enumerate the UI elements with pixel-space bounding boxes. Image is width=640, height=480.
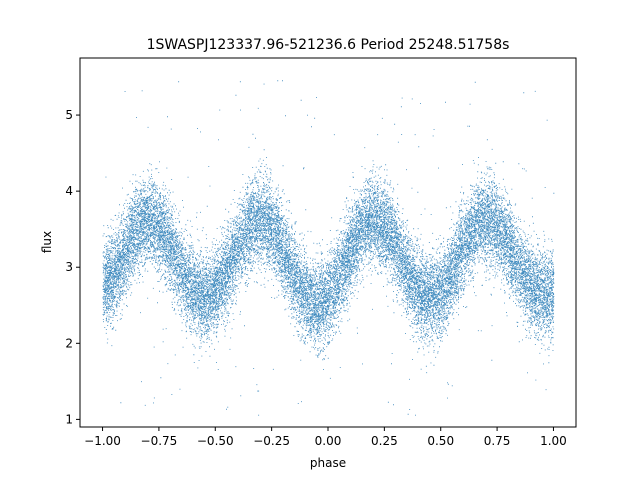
y-axis-label: flux (40, 231, 54, 253)
flux-points (102, 80, 555, 416)
x-tick-label: 0.75 (484, 434, 511, 448)
y-tick-label: 1 (65, 412, 73, 426)
x-tick-label: 0.25 (371, 434, 398, 448)
chart-title: 1SWASPJ123337.96-521236.6 Period 25248.5… (147, 37, 510, 53)
data-points (102, 80, 555, 416)
y-tick-label: 4 (65, 184, 73, 198)
x-tick-label: −0.50 (197, 434, 234, 448)
x-axis: −1.00 −0.75 −0.50 −0.25 0.00 0.25 0.50 0.75 1.00 (84, 427, 567, 448)
x-tick-label: 1.00 (540, 434, 567, 448)
x-tick-label: 0.50 (427, 434, 454, 448)
x-tick-label: −0.25 (253, 434, 290, 448)
y-axis: 1 2 3 4 5 (65, 108, 80, 426)
x-tick-label: −1.00 (84, 434, 121, 448)
x-tick-label: 0.00 (315, 434, 342, 448)
y-tick-label: 2 (65, 336, 73, 350)
x-tick-label: −0.75 (141, 434, 178, 448)
y-tick-label: 5 (65, 108, 73, 122)
y-tick-label: 3 (65, 260, 73, 274)
x-axis-label: phase (310, 456, 346, 470)
